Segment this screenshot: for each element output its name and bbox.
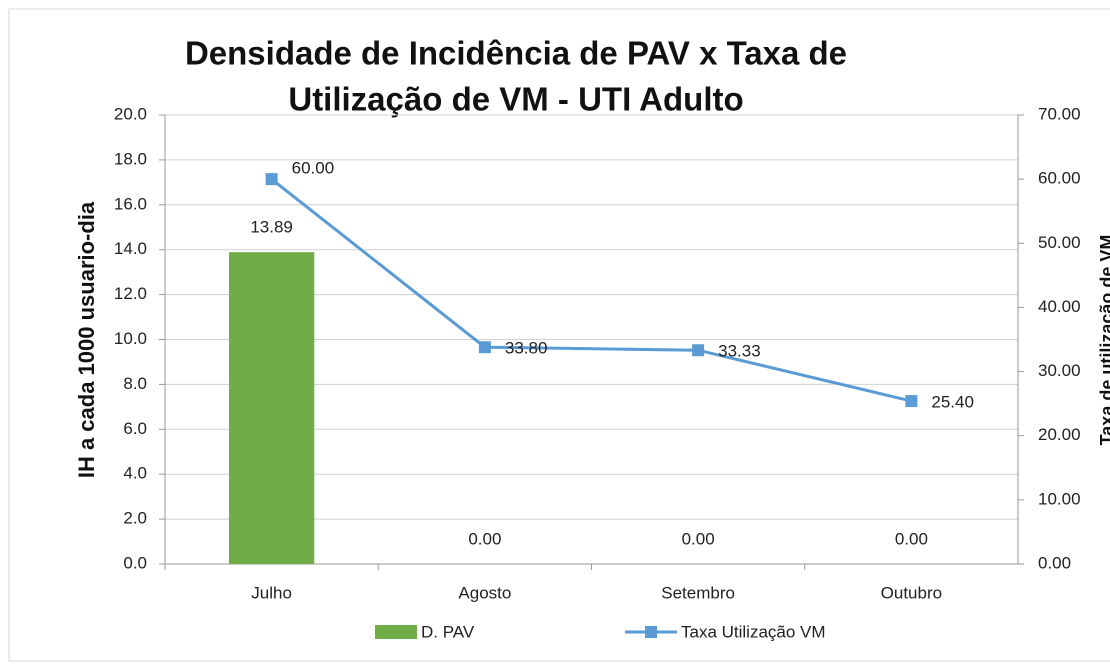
y2-tick-label: 50.00 (1038, 233, 1081, 252)
bar-value-label: 0.00 (682, 529, 715, 548)
y-tick-label: 18.0 (114, 149, 147, 168)
y-axis-title: IH a cada 1000 usuario-dia (74, 201, 99, 478)
y2-tick-label: 60.00 (1038, 169, 1081, 188)
line-marker (905, 395, 918, 408)
y2-tick-label: 0.00 (1038, 553, 1071, 572)
line-value-label: 60.00 (292, 159, 335, 178)
y2-tick-label: 70.00 (1038, 104, 1081, 123)
x-tick-label: Outubro (881, 583, 942, 602)
y2-tick-label: 30.00 (1038, 361, 1081, 380)
bar (228, 252, 315, 564)
chart-frame (8, 8, 1110, 662)
y2-tick-label: 20.00 (1038, 425, 1081, 444)
x-tick-label: Julho (251, 583, 292, 602)
bar-value-label: 0.00 (895, 529, 928, 548)
legend-swatch (375, 625, 417, 639)
chart-title: Utilização de VM - UTI Adulto (288, 81, 743, 118)
y2-axis-title: Taxa de utilização de VM (1097, 235, 1110, 446)
y-tick-label: 16.0 (114, 194, 147, 213)
bar-value-label: 13.89 (250, 218, 293, 237)
y-tick-label: 10.0 (114, 329, 147, 348)
line-value-label: 33.80 (505, 339, 548, 358)
line-marker (265, 173, 278, 186)
line-value-label: 33.33 (718, 342, 761, 361)
y-tick-label: 4.0 (123, 464, 147, 483)
line (270, 177, 912, 403)
y-tick-label: 0.0 (123, 553, 147, 572)
line-marker (478, 341, 491, 354)
y-tick-label: 6.0 (123, 419, 147, 438)
bar-value-label: 0.00 (468, 529, 501, 548)
line-value-label: 25.40 (931, 393, 974, 412)
legend-label: Taxa Utilização VM (681, 622, 826, 641)
x-tick-label: Setembro (661, 583, 735, 602)
y-tick-label: 20.0 (114, 104, 147, 123)
y2-tick-label: 40.00 (1038, 297, 1081, 316)
y-tick-label: 2.0 (123, 509, 147, 528)
x-tick-label: Agosto (458, 583, 511, 602)
y-tick-label: 14.0 (114, 239, 147, 258)
y2-tick-label: 10.00 (1038, 489, 1081, 508)
y-tick-label: 12.0 (114, 284, 147, 303)
line-marker (692, 344, 705, 357)
chart-title: Densidade de Incidência de PAV x Taxa de (185, 35, 847, 72)
y-tick-label: 8.0 (123, 374, 147, 393)
legend-label: D. PAV (421, 622, 475, 641)
legend-swatch (645, 626, 657, 638)
